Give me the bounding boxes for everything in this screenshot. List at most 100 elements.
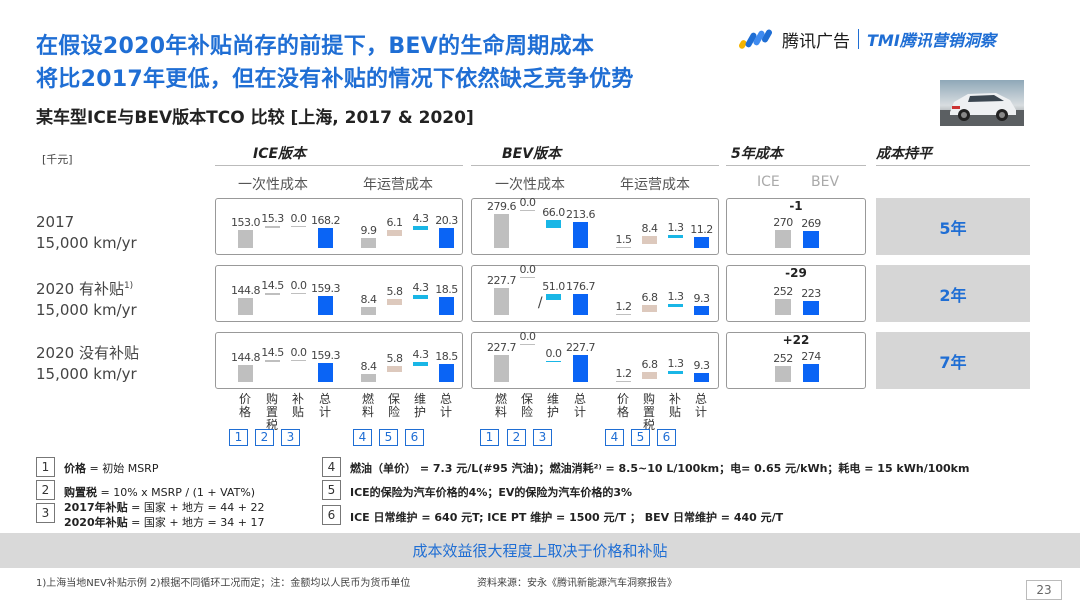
ice_upfront-bar [291,226,306,227]
five-year-panel [726,265,866,322]
bev-panel [471,265,719,322]
bev_upfront-axis-label: 保险 [520,392,533,419]
ice_running-value-label: 9.9 [360,224,378,238]
category-number-box: 4 [605,429,624,446]
bev_running-bar [668,234,683,238]
footnote-number: 6 [322,505,341,525]
footnote-number: 2 [36,480,55,500]
ice_running-value-label: 6.1 [386,216,404,229]
row-label-2020-subsidy: 2020 有补贴1) 15,000 km/yr [36,276,137,321]
header-five-year: 5年成本 [731,146,783,162]
ice_upfront-bar [265,293,280,295]
conclusion-banner: 成本效益很大程度上取决于价格和补贴 [0,533,1080,568]
ice_upfront-axis-label: 补贴 [291,392,304,419]
ice_upfront-bar [265,226,280,228]
bev_running-bar [642,305,657,312]
row-label-2017: 2017 15,000 km/yr [36,212,137,254]
bev_running-value-label: 1.2 [615,299,633,313]
bev_running-bar [616,246,631,248]
bev-panel [471,332,719,389]
row-label-superscript: 1) [123,281,134,291]
row-label-year: 2020 没有补贴 [36,344,139,362]
page-title-line-1: 在假设2020年补贴尚存的前提下，BEV的生命周期成本 [36,34,595,59]
category-number-box: 6 [657,429,676,446]
ice_upfront-bar [238,364,253,382]
category-number-box: 3 [533,429,552,446]
ice_upfront-bar [238,297,253,315]
bev_upfront-value-label: 227.7 [566,340,596,354]
five-year-ice-bar [775,230,791,248]
parity-cell: 5年 [876,198,1030,255]
bev_running-bar [668,370,683,374]
bev_upfront-bar [520,210,535,211]
bev_upfront-bar [546,220,561,229]
bev_upfront-value-label: 227.7 [487,273,517,287]
five-year-bev-value: 269 [801,216,821,230]
category-number-box: 2 [255,429,274,446]
five-year-difference: -1 [789,199,803,213]
bev_upfront-bar [520,344,535,345]
car-photo [940,80,1024,126]
category-number-box: 6 [405,429,424,446]
footnote-text-6: ICE 日常维护 = 640 元T; ICE PT 维护 = 1500 元/T … [350,511,784,524]
footnote-number: 5 [322,480,341,500]
footnote-text-4: 燃油（单价） = 7.3 元/L(#95 汽油)；燃油消耗²⁾ = 8.5~10… [350,462,970,475]
ice_upfront-axis-label: 价格 [238,392,251,419]
bev_running-value-label: 6.8 [641,358,659,371]
five-year-panel [726,198,866,255]
ice_running-bar [439,227,454,248]
five-year-ice-value: 252 [773,284,793,298]
bev_upfront-value-label: 227.7 [487,340,517,354]
bev_upfront-bar [520,277,535,278]
footnote-number: 4 [322,457,341,477]
bev_upfront-bar [573,222,588,248]
bev_running-value-label: 1.5 [615,232,633,246]
ice_running-bar [387,230,402,237]
ice_running-bar [387,298,402,305]
chart-subtitle: 某车型ICE与BEV版本TCO 比较 [上海, 2017 & 2020] [36,108,474,128]
subsidy-slash-mark: / [537,295,543,311]
ice_upfront-value-label: 153.0 [231,215,261,229]
bev_running-value-label: 9.3 [693,291,711,305]
header-ice: ICE版本 [253,146,307,162]
five-year-difference: -29 [785,266,807,280]
bev-panel [471,198,719,255]
ice_running-value-label: 4.3 [412,211,430,225]
ice-panel [215,265,463,322]
five-year-bev-bar [803,364,819,382]
category-number-box: 4 [353,429,372,446]
ice_running-axis-label: 维护 [413,392,426,419]
header-ice-short: ICE [757,174,780,190]
bev_running-value-label: 1.3 [667,289,685,303]
header-bev-upfront: 一次性成本 [495,177,565,193]
ice_running-bar [361,238,376,248]
ice_upfront-value-label: 159.3 [311,281,341,295]
bev_upfront-bar [494,354,509,382]
footnote-text-5: ICE的保险为汽车价格的4%；EV的保险为汽车价格的3% [350,486,633,499]
bev_upfront-bar [546,293,561,300]
ice_running-bar [413,294,428,299]
bev_upfront-value-label: 66.0 [542,206,565,220]
bev_upfront-bar [573,354,588,382]
row-label-distance: 15,000 km/yr [36,301,137,319]
bev_running-value-label: 6.8 [641,291,659,304]
footnote-text-3a: 2017年补贴 = 国家 + 地方 = 44 + 22 [64,501,265,514]
ice_upfront-axis-label: 购置税 [265,392,278,432]
bev_running-bar [668,303,683,307]
page-number: 23 [1026,580,1062,600]
category-number-box: 3 [281,429,300,446]
ice_upfront-value-label: 144.8 [231,350,261,364]
ice_upfront-bar [318,227,333,248]
ice_running-bar [439,363,454,382]
brand-name: 腾讯广告 [782,31,850,52]
bev_upfront-value-label: 176.7 [566,279,596,293]
bev_upfront-axis-label: 燃料 [494,392,507,419]
five-year-ice-bar [775,298,791,315]
five-year-bev-bar [803,300,819,315]
brand-divider [858,29,859,49]
header-bev: BEV版本 [502,146,562,162]
row-label-year: 2020 有补贴 [36,280,124,298]
bev_running-axis-label: 购置税 [642,392,655,432]
footnote-number: 3 [36,503,55,523]
bev_upfront-bar [494,214,509,248]
